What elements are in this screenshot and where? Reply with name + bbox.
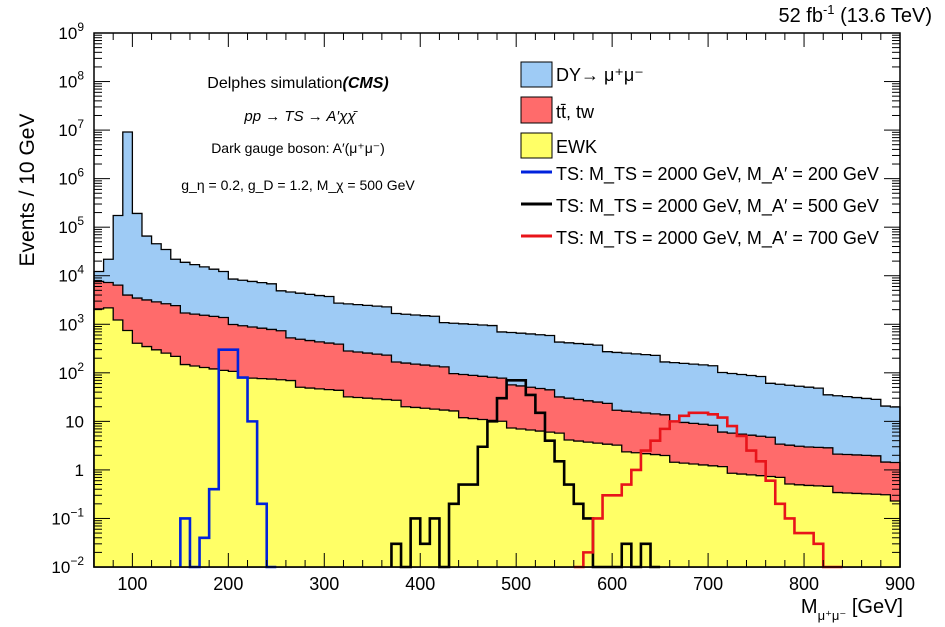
y-tick-label: 10 bbox=[65, 412, 84, 431]
y-tick-label: 108 bbox=[58, 69, 84, 92]
y-tick-label: 105 bbox=[58, 214, 84, 237]
x-tick-label: 100 bbox=[117, 574, 147, 594]
legend-label-ts500: TS: M_TS = 2000 GeV, M_A′ = 500 GeV bbox=[556, 196, 879, 217]
couplings-label: g_η = 0.2, g_D = 1.2, M_χ = 500 GeV bbox=[181, 177, 415, 193]
plot-area bbox=[93, 131, 901, 569]
x-tick-label: 400 bbox=[405, 574, 435, 594]
legend-label-ttbar: tt̄, tw bbox=[556, 102, 595, 122]
y-tick-label: 1 bbox=[75, 461, 84, 480]
x-tick-label: 900 bbox=[885, 574, 915, 594]
y-tick-label: 103 bbox=[58, 311, 84, 334]
y-tick-label: 104 bbox=[58, 263, 84, 286]
y-tick-label: 107 bbox=[58, 117, 84, 140]
legend-label-dy: DY→ μ⁺μ⁻ bbox=[556, 65, 644, 85]
annotations: Delphes simulation(CMS) pp → TS → A′χχ̄ … bbox=[181, 75, 415, 193]
x-tick-label: 600 bbox=[597, 574, 627, 594]
stacked-backgrounds bbox=[93, 131, 901, 568]
y-axis-title: Events / 10 GeV bbox=[16, 114, 39, 267]
legend: DY→ μ⁺μ⁻ tt̄, tw EWK TS: M_TS = 2000 GeV… bbox=[520, 61, 879, 249]
y-tick-label: 10−2 bbox=[51, 554, 84, 577]
x-tick-label: 200 bbox=[213, 574, 243, 594]
legend-label-ewk: EWK bbox=[556, 137, 597, 157]
y-tick-label: 102 bbox=[58, 360, 84, 383]
x-tick-label: 300 bbox=[309, 574, 339, 594]
legend-swatch-dy bbox=[520, 61, 553, 88]
x-tick-label: 500 bbox=[501, 574, 531, 594]
x-axis-title: Mμ⁺μ⁻ [GeV] bbox=[801, 596, 903, 623]
y-tick-label: 10−1 bbox=[51, 505, 84, 528]
legend-label-ts200: TS: M_TS = 2000 GeV, M_A′ = 200 GeV bbox=[556, 164, 879, 185]
y-tick-label: 109 bbox=[58, 20, 84, 43]
x-tick-label: 800 bbox=[789, 574, 819, 594]
y-tick-label: 106 bbox=[58, 166, 84, 189]
legend-swatch-ewk bbox=[520, 132, 553, 159]
x-tick-label: 700 bbox=[693, 574, 723, 594]
signal-line-ts-ma700 bbox=[573, 411, 843, 569]
sim-label: Delphes simulation(CMS) bbox=[207, 75, 388, 92]
legend-swatch-ttbar bbox=[520, 96, 553, 124]
process-label: pp → TS → A′χχ̄ bbox=[243, 108, 358, 125]
boson-label: Dark gauge boson: A′(μ⁺μ⁻) bbox=[211, 140, 385, 156]
axes: 100 200 300 400 500 600 700 800 900 10−2 10−1 1 10 10… bbox=[51, 20, 915, 594]
lumi-label: 52 fb-1 (13.6 TeV) bbox=[778, 2, 932, 27]
legend-label-ts700: TS: M_TS = 2000 GeV, M_A′ = 700 GeV bbox=[556, 228, 879, 249]
